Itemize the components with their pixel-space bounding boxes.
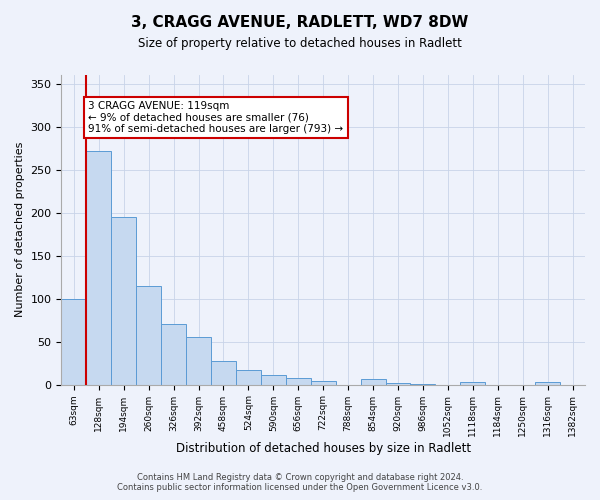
Bar	[361, 378, 386, 384]
Bar	[460, 382, 485, 384]
Bar	[386, 383, 410, 384]
Text: 3 CRAGG AVENUE: 119sqm
← 9% of detached houses are smaller (76)
91% of semi-deta: 3 CRAGG AVENUE: 119sqm ← 9% of detached …	[88, 101, 343, 134]
Bar	[211, 360, 236, 384]
Text: Contains HM Land Registry data © Crown copyright and database right 2024.
Contai: Contains HM Land Registry data © Crown c…	[118, 473, 482, 492]
Bar	[61, 298, 86, 384]
Bar	[236, 370, 261, 384]
Bar	[311, 381, 335, 384]
Bar	[136, 286, 161, 384]
Y-axis label: Number of detached properties: Number of detached properties	[15, 142, 25, 318]
Bar	[186, 338, 211, 384]
Text: Size of property relative to detached houses in Radlett: Size of property relative to detached ho…	[138, 38, 462, 51]
Text: 3, CRAGG AVENUE, RADLETT, WD7 8DW: 3, CRAGG AVENUE, RADLETT, WD7 8DW	[131, 15, 469, 30]
X-axis label: Distribution of detached houses by size in Radlett: Distribution of detached houses by size …	[176, 442, 471, 455]
Bar	[286, 378, 311, 384]
Bar	[261, 375, 286, 384]
Bar	[111, 217, 136, 384]
Bar	[535, 382, 560, 384]
Bar	[161, 324, 186, 384]
Bar	[86, 150, 111, 384]
